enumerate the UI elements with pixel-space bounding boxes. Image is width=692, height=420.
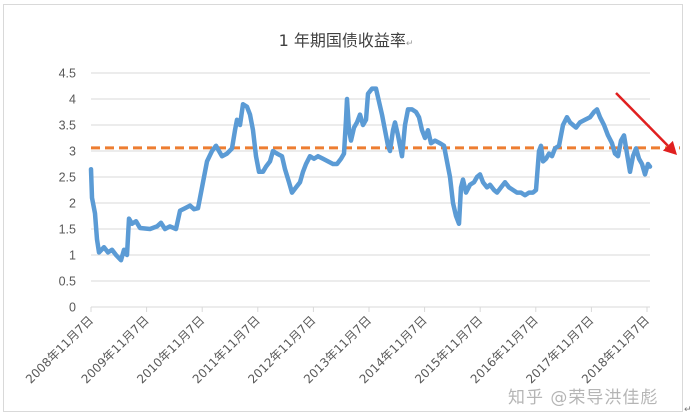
y-tick-label: 4: [69, 93, 76, 107]
watermark: 知乎 @荣导洪佳彪: [508, 388, 659, 408]
page-paragraph-mark: ↵: [684, 405, 692, 415]
yield-series-line: [88, 86, 653, 263]
y-tick-label: 1: [69, 249, 76, 263]
trend-arrow: [615, 92, 677, 155]
gridlines: [91, 72, 650, 282]
y-tick-label: 0.5: [59, 275, 76, 289]
x-axis-labels: 2008年11月7日2009年11月7日2010年11月7日2011年11月7日…: [23, 313, 652, 386]
chart-title: 1 年期国债收益率↵: [0, 27, 692, 51]
x-axis: [90, 306, 650, 312]
chart-frame: [3, 4, 683, 412]
y-tick-label: 3.5: [59, 119, 76, 133]
y-axis-labels: 0 0.5 1 1.5 2 2.5 3 3.5 4 4.5: [59, 67, 76, 315]
y-tick-label: 2.5: [59, 171, 76, 185]
y-tick-label: 2: [69, 197, 76, 211]
y-tick-label: 1.5: [59, 223, 76, 237]
y-tick-label: 0: [69, 301, 76, 315]
y-tick-label: 4.5: [59, 67, 76, 81]
y-tick-label: 3: [69, 145, 76, 159]
chart-title-text: 1 年期国债收益率: [278, 31, 406, 50]
paragraph-mark: ↵: [405, 39, 414, 49]
